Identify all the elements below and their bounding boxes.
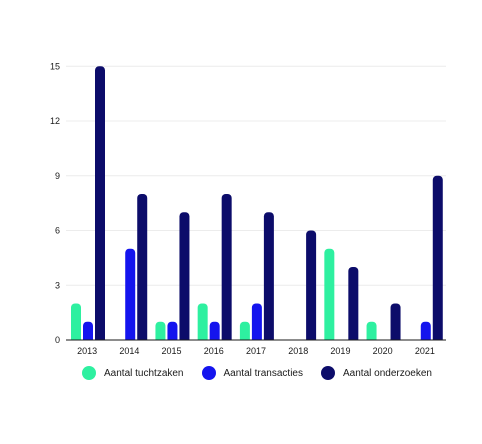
x-tick-label: 2016 [204, 346, 224, 356]
y-tick-label: 9 [55, 171, 60, 181]
legend-swatch-tuchtzaken [82, 366, 96, 380]
bar-tuchtzaken-2020 [366, 321, 377, 344]
x-tick-label: 2013 [77, 346, 97, 356]
bar-transacties-2021 [420, 321, 431, 344]
legend-label-onderzoeken: Aantal onderzoeken [343, 367, 432, 379]
x-tick-label: 2015 [162, 346, 182, 356]
bar-transacties-2014 [125, 248, 136, 344]
bar-tuchtzaken-2019 [324, 248, 335, 344]
bar-tuchtzaken-2013 [71, 303, 81, 344]
legend-item-transacties: Aantal transacties [201, 366, 304, 380]
x-tick-label: 2014 [119, 346, 139, 356]
legend-item-tuchtzaken: Aantal tuchtzaken [82, 366, 184, 380]
bar-onderzoeken-2021 [432, 175, 443, 344]
gridlines [66, 65, 446, 286]
bar-onderzoeken-2020 [390, 303, 401, 344]
legend-label-transacties: Aantal transacties [223, 367, 304, 379]
legend-item-onderzoeken: Aantal onderzoeken [321, 366, 432, 380]
x-tick-label: 2020 [373, 346, 393, 356]
x-tick-label: 2019 [330, 346, 350, 356]
bar-onderzoeken-2019 [348, 267, 359, 344]
bar-tuchtzaken-2015 [155, 321, 166, 344]
y-tick-label: 0 [55, 335, 60, 345]
y-axis-ticks: 0 3 6 9 12 15 [50, 61, 60, 345]
bar-transacties-2013 [83, 321, 93, 344]
bar-transacties-2015 [167, 321, 178, 344]
bar-tuchtzaken-2017 [239, 321, 250, 344]
bars [66, 66, 446, 345]
legend: Aantal tuchtzaken Aantal transacties Aan… [82, 366, 450, 380]
bar-onderzoeken-2013 [95, 66, 105, 344]
legend-swatch-onderzoeken [321, 366, 335, 380]
bar-tuchtzaken-2016 [197, 303, 208, 344]
baseline-mask [66, 340, 446, 345]
x-axis-ticks: 2013 2014 2015 2016 2017 2018 2019 2020 2021 [77, 346, 435, 356]
bar-onderzoeken-2016 [221, 194, 232, 344]
bar-transacties-2017 [251, 303, 262, 344]
bar-transacties-2016 [209, 321, 220, 344]
y-tick-label: 12 [50, 116, 60, 126]
legend-label-tuchtzaken: Aantal tuchtzaken [104, 367, 184, 379]
y-tick-label: 6 [55, 226, 60, 236]
bar-onderzoeken-2018 [306, 230, 317, 344]
y-tick-label: 15 [50, 61, 60, 71]
x-tick-label: 2018 [288, 346, 308, 356]
x-tick-label: 2017 [246, 346, 266, 356]
bar-onderzoeken-2017 [263, 212, 274, 344]
y-tick-label: 3 [55, 280, 60, 290]
x-tick-label: 2021 [415, 346, 435, 356]
bar-onderzoeken-2014 [137, 194, 148, 344]
legend-swatch-transacties [201, 366, 216, 380]
bar-onderzoeken-2015 [179, 212, 190, 344]
